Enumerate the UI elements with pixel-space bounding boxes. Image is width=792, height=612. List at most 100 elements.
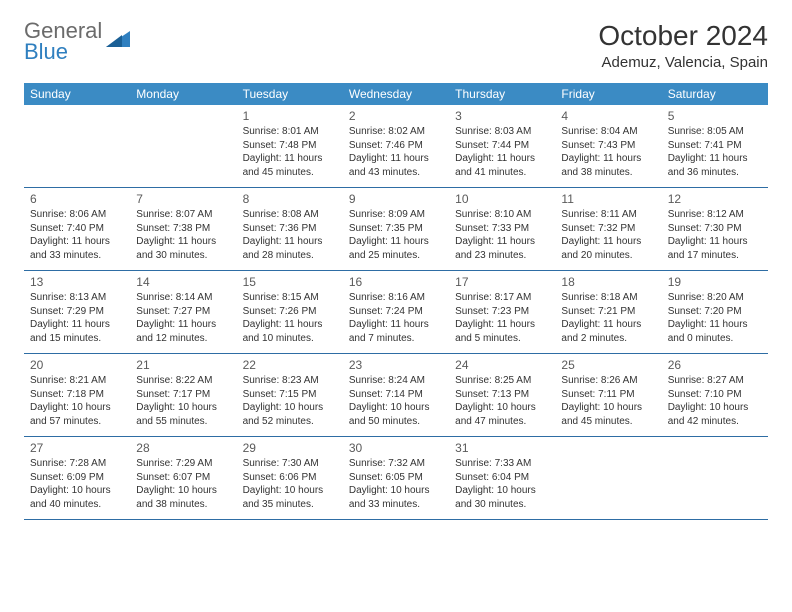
day-number: 12	[668, 192, 762, 206]
calendar-day: 4Sunrise: 8:04 AMSunset: 7:43 PMDaylight…	[555, 105, 661, 187]
day-number: 1	[243, 109, 337, 123]
day-number: 23	[349, 358, 443, 372]
calendar-day: 10 Sunrise: 8:10 AMSunset: 7:33 PMDayligh…	[449, 188, 555, 270]
calendar-day: 9 Sunrise: 8:09 AMSunset: 7:35 PMDaylight…	[343, 188, 449, 270]
calendar-day: 12 Sunrise: 8:12 AMSunset: 7:30 PMDayligh…	[662, 188, 768, 270]
day-info: Sunrise: 8:03 AMSunset: 7:44 PMDaylight:…	[455, 125, 549, 179]
calendar-day: 18 Sunrise: 8:18 AMSunset: 7:21 PMDayligh…	[555, 271, 661, 353]
day-info: Sunrise: 8:10 AMSunset: 7:33 PMDaylight:…	[455, 208, 549, 262]
day-number: 4	[561, 109, 655, 123]
day-info: Sunrise: 8:24 AMSunset: 7:14 PMDaylight:…	[349, 374, 443, 428]
day-number: 8	[243, 192, 337, 206]
calendar-day: 17 Sunrise: 8:17 AMSunset: 7:23 PMDayligh…	[449, 271, 555, 353]
day-number: 9	[349, 192, 443, 206]
day-info: Sunrise: 8:01 AMSunset: 7:48 PMDaylight:…	[243, 125, 337, 179]
day-number: 5	[668, 109, 762, 123]
day-number: 2	[349, 109, 443, 123]
calendar-day: 20Sunrise: 8:21 AMSunset: 7:18 PMDayligh…	[24, 354, 130, 436]
day-info: Sunrise: 8:13 AMSunset: 7:29 PMDaylight:…	[30, 291, 124, 345]
day-info: Sunrise: 8:20 AMSunset: 7:20 PMDaylight:…	[668, 291, 762, 345]
brand-logo: General Blue	[24, 20, 132, 63]
calendar-day: 1 Sunrise: 8:01 AMSunset: 7:48 PMDaylight…	[237, 105, 343, 187]
month-title: October 2024	[598, 20, 768, 52]
calendar-week: 20Sunrise: 8:21 AMSunset: 7:18 PMDayligh…	[24, 354, 768, 437]
weekday-header: Wednesday	[343, 83, 449, 105]
day-number: 6	[30, 192, 124, 206]
day-info: Sunrise: 8:18 AMSunset: 7:21 PMDaylight:…	[561, 291, 655, 345]
day-number: 28	[136, 441, 230, 455]
day-info: Sunrise: 8:14 AMSunset: 7:27 PMDaylight:…	[136, 291, 230, 345]
day-info: Sunrise: 8:11 AMSunset: 7:32 PMDaylight:…	[561, 208, 655, 262]
day-number: 31	[455, 441, 549, 455]
day-number: 25	[561, 358, 655, 372]
calendar-day: 8Sunrise: 8:08 AMSunset: 7:36 PMDaylight…	[237, 188, 343, 270]
weekday-header: Friday	[555, 83, 661, 105]
day-number: 17	[455, 275, 549, 289]
calendar-week: 13 Sunrise: 8:13 AMSunset: 7:29 PMDayligh…	[24, 271, 768, 354]
day-info: Sunrise: 8:26 AMSunset: 7:11 PMDaylight:…	[561, 374, 655, 428]
day-number: 26	[668, 358, 762, 372]
day-info: Sunrise: 8:12 AMSunset: 7:30 PMDaylight:…	[668, 208, 762, 262]
day-number: 27	[30, 441, 124, 455]
calendar-day: 14 Sunrise: 8:14 AMSunset: 7:27 PMDayligh…	[130, 271, 236, 353]
day-number: 19	[668, 275, 762, 289]
calendar-day: 22Sunrise: 8:23 AMSunset: 7:15 PMDayligh…	[237, 354, 343, 436]
calendar-day: 28Sunrise: 7:29 AMSunset: 6:07 PMDayligh…	[130, 437, 236, 519]
day-number: 10	[455, 192, 549, 206]
day-number: 21	[136, 358, 230, 372]
day-number: 29	[243, 441, 337, 455]
calendar-day: 5Sunrise: 8:05 AMSunset: 7:41 PMDaylight…	[662, 105, 768, 187]
calendar-day: 24Sunrise: 8:25 AMSunset: 7:13 PMDayligh…	[449, 354, 555, 436]
calendar-day: 26 Sunrise: 8:27 AMSunset: 7:10 PMDayligh…	[662, 354, 768, 436]
day-info: Sunrise: 7:28 AMSunset: 6:09 PMDaylight:…	[30, 457, 124, 511]
day-info: Sunrise: 8:09 AMSunset: 7:35 PMDaylight:…	[349, 208, 443, 262]
calendar-day: 3 Sunrise: 8:03 AMSunset: 7:44 PMDaylight…	[449, 105, 555, 187]
calendar-day: 7 Sunrise: 8:07 AMSunset: 7:38 PMDaylight…	[130, 188, 236, 270]
calendar-day: 31 Sunrise: 7:33 AMSunset: 6:04 PMDayligh…	[449, 437, 555, 519]
day-info: Sunrise: 7:32 AMSunset: 6:05 PMDaylight:…	[349, 457, 443, 511]
weekday-header: Sunday	[24, 83, 130, 105]
calendar-grid: SundayMondayTuesdayWednesdayThursdayFrid…	[24, 83, 768, 520]
calendar-day-empty	[555, 437, 661, 519]
calendar-page: General Blue October 2024 Ademuz, Valenc…	[0, 0, 792, 540]
day-number: 3	[455, 109, 549, 123]
day-info: Sunrise: 8:27 AMSunset: 7:10 PMDaylight:…	[668, 374, 762, 428]
day-info: Sunrise: 8:16 AMSunset: 7:24 PMDaylight:…	[349, 291, 443, 345]
day-number: 14	[136, 275, 230, 289]
day-number: 24	[455, 358, 549, 372]
day-number: 18	[561, 275, 655, 289]
weekday-header: Thursday	[449, 83, 555, 105]
day-info: Sunrise: 8:17 AMSunset: 7:23 PMDaylight:…	[455, 291, 549, 345]
day-info: Sunrise: 7:33 AMSunset: 6:04 PMDaylight:…	[455, 457, 549, 511]
day-number: 13	[30, 275, 124, 289]
calendar-week: 27 Sunrise: 7:28 AMSunset: 6:09 PMDayligh…	[24, 437, 768, 520]
calendar-day: 30 Sunrise: 7:32 AMSunset: 6:05 PMDayligh…	[343, 437, 449, 519]
day-number: 15	[243, 275, 337, 289]
day-number: 30	[349, 441, 443, 455]
day-info: Sunrise: 7:30 AMSunset: 6:06 PMDaylight:…	[243, 457, 337, 511]
day-number: 7	[136, 192, 230, 206]
calendar-day: 2 Sunrise: 8:02 AMSunset: 7:46 PMDaylight…	[343, 105, 449, 187]
title-block: October 2024 Ademuz, Valencia, Spain	[598, 20, 768, 71]
calendar-day: 29 Sunrise: 7:30 AMSunset: 6:06 PMDayligh…	[237, 437, 343, 519]
calendar-day: 27 Sunrise: 7:28 AMSunset: 6:09 PMDayligh…	[24, 437, 130, 519]
calendar-day: 13 Sunrise: 8:13 AMSunset: 7:29 PMDayligh…	[24, 271, 130, 353]
weekday-header: Saturday	[662, 83, 768, 105]
day-info: Sunrise: 8:02 AMSunset: 7:46 PMDaylight:…	[349, 125, 443, 179]
day-info: Sunrise: 8:22 AMSunset: 7:17 PMDaylight:…	[136, 374, 230, 428]
calendar-day-empty	[24, 105, 130, 187]
location-text: Ademuz, Valencia, Spain	[598, 54, 768, 71]
weekday-header-row: SundayMondayTuesdayWednesdayThursdayFrid…	[24, 83, 768, 105]
weekday-header: Tuesday	[237, 83, 343, 105]
calendar-day: 23 Sunrise: 8:24 AMSunset: 7:14 PMDayligh…	[343, 354, 449, 436]
day-info: Sunrise: 8:06 AMSunset: 7:40 PMDaylight:…	[30, 208, 124, 262]
calendar-day: 15Sunrise: 8:15 AMSunset: 7:26 PMDayligh…	[237, 271, 343, 353]
day-info: Sunrise: 8:23 AMSunset: 7:15 PMDaylight:…	[243, 374, 337, 428]
calendar-week: 1 Sunrise: 8:01 AMSunset: 7:48 PMDaylight…	[24, 105, 768, 188]
calendar-week: 6 Sunrise: 8:06 AMSunset: 7:40 PMDaylight…	[24, 188, 768, 271]
calendar-day: 6 Sunrise: 8:06 AMSunset: 7:40 PMDaylight…	[24, 188, 130, 270]
calendar-day: 21 Sunrise: 8:22 AMSunset: 7:17 PMDayligh…	[130, 354, 236, 436]
triangle-icon	[106, 29, 132, 54]
calendar-day: 19 Sunrise: 8:20 AMSunset: 7:20 PMDayligh…	[662, 271, 768, 353]
day-info: Sunrise: 8:07 AMSunset: 7:38 PMDaylight:…	[136, 208, 230, 262]
